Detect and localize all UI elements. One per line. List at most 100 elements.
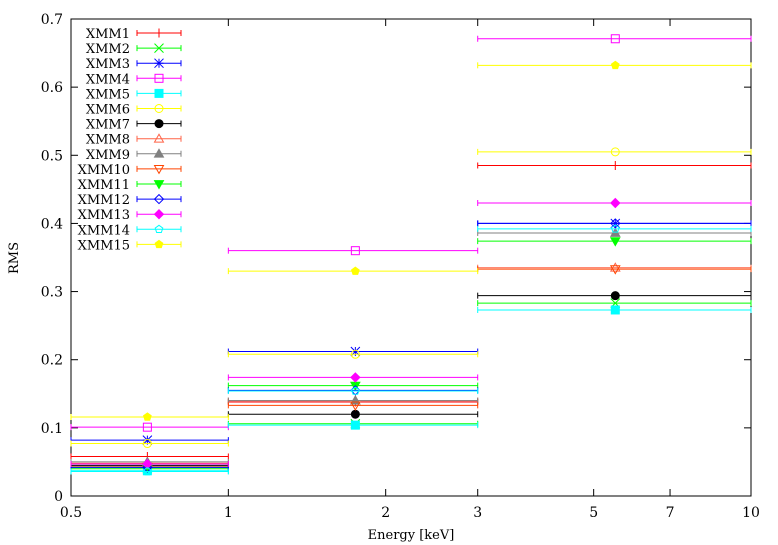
x-tick-label: 3 — [473, 505, 482, 521]
data-point — [610, 218, 621, 229]
y-tick-label: 0.3 — [41, 285, 63, 301]
legend-marker — [153, 180, 165, 190]
legend-marker — [154, 239, 164, 249]
legend-label: XMM15 — [78, 238, 130, 253]
legend-marker — [154, 73, 164, 83]
legend-entry: XMM10 — [78, 163, 182, 178]
series-xmm14 — [70, 224, 752, 476]
legend-marker — [153, 208, 165, 220]
data-point — [350, 395, 361, 405]
data-point — [350, 401, 361, 411]
legend-entry: XMM14 — [78, 223, 182, 238]
x-tick-label: 0.5 — [60, 505, 82, 521]
y-axis-label: RMS — [7, 242, 22, 274]
legend-label: XMM7 — [86, 118, 130, 133]
data-point — [350, 346, 361, 357]
data-point — [610, 147, 620, 157]
legend-entry: XMM8 — [86, 133, 182, 148]
y-tick-label: 0.4 — [41, 216, 63, 232]
legend-entry: XMM3 — [86, 57, 182, 72]
data-point — [610, 224, 620, 233]
legend-marker — [153, 148, 165, 158]
series-xmm7 — [70, 291, 752, 470]
y-tick-label: 0.1 — [41, 421, 63, 437]
y-tick-label: 0.6 — [41, 80, 63, 96]
data-point — [142, 435, 153, 445]
series-xmm8 — [70, 262, 752, 468]
data-point — [610, 60, 620, 70]
series-xmm3 — [70, 218, 752, 445]
y-tick-label: 0.5 — [41, 148, 63, 164]
x-tick-label: 1 — [224, 505, 233, 521]
series-xmm1 — [70, 161, 752, 461]
x-tick-label: 5 — [589, 505, 598, 521]
legend-label: XMM11 — [78, 178, 130, 193]
legend-entry: XMM6 — [86, 103, 182, 118]
data-point — [350, 420, 360, 430]
data-point — [609, 262, 621, 272]
legend-marker — [154, 224, 164, 234]
data-point — [350, 409, 360, 419]
data-point — [610, 34, 620, 44]
legend-marker — [154, 58, 164, 69]
legend-label: XMM2 — [86, 42, 130, 57]
legend-entry: XMM5 — [86, 87, 182, 102]
axis-ticks: 0.5 1 2 3 5 7 10 0 0.1 0.2 0.3 0.4 0.5 0.6 0.7 — [41, 12, 760, 521]
x-axis-label: Energy [keV] — [368, 528, 455, 543]
data-point — [610, 291, 620, 301]
data-point — [142, 439, 152, 449]
legend-label: XMM5 — [86, 87, 130, 102]
data-point — [609, 237, 621, 247]
legend-entry: XMM7 — [86, 118, 182, 133]
legend-entry: XMM12 — [78, 193, 182, 208]
data-point — [142, 412, 152, 421]
legend-marker — [154, 104, 164, 113]
legend-label: XMM6 — [86, 103, 130, 118]
legend-marker — [154, 28, 164, 38]
legend-marker — [153, 165, 165, 175]
data-point — [610, 305, 620, 315]
plot-frame — [70, 18, 752, 497]
legend-entry: XMM11 — [78, 178, 182, 193]
series-xmm4 — [70, 34, 752, 432]
data-point — [142, 466, 152, 476]
x-tick-label: 10 — [742, 505, 760, 521]
data-point — [350, 372, 361, 383]
legend-marker — [153, 193, 165, 205]
data-point — [142, 458, 153, 470]
y-tick-label: 0 — [54, 489, 63, 505]
data-point — [610, 197, 621, 209]
legend-marker — [154, 43, 164, 53]
legend-entry: XMM2 — [86, 42, 182, 57]
y-tick-label: 0.7 — [41, 12, 63, 28]
y-tick-label: 0.2 — [41, 353, 63, 369]
legend-label: XMM3 — [86, 57, 130, 72]
data-point — [350, 266, 360, 275]
legend-label: XMM10 — [78, 163, 130, 178]
series-xmm9 — [70, 227, 752, 466]
legend-entry: XMM9 — [86, 148, 182, 163]
legend-label: XMM1 — [86, 27, 130, 42]
data-series — [70, 34, 752, 476]
data-point — [350, 386, 360, 395]
legend-entry: XMM1 — [86, 27, 182, 42]
data-point — [350, 349, 360, 359]
legend-label: XMM8 — [86, 133, 130, 148]
legend-entry: XMM15 — [78, 238, 182, 253]
legend-entry: XMM13 — [78, 208, 182, 223]
legend-marker — [153, 133, 165, 143]
data-point — [142, 422, 152, 432]
legend: XMM1XMM2XMM3XMM4XMM5XMM6XMM7XMM8XMM9XMM1… — [78, 27, 182, 253]
legend-label: XMM14 — [78, 223, 130, 238]
x-tick-label: 2 — [381, 505, 390, 521]
legend-label: XMM4 — [86, 72, 130, 87]
series-xmm11 — [70, 237, 752, 473]
series-xmm15 — [70, 60, 752, 421]
series-xmm6 — [70, 147, 752, 449]
legend-marker — [154, 119, 164, 129]
data-point — [350, 246, 360, 256]
legend-label: XMM13 — [78, 208, 130, 223]
data-point — [609, 265, 621, 275]
legend-entry: XMM4 — [86, 72, 182, 87]
